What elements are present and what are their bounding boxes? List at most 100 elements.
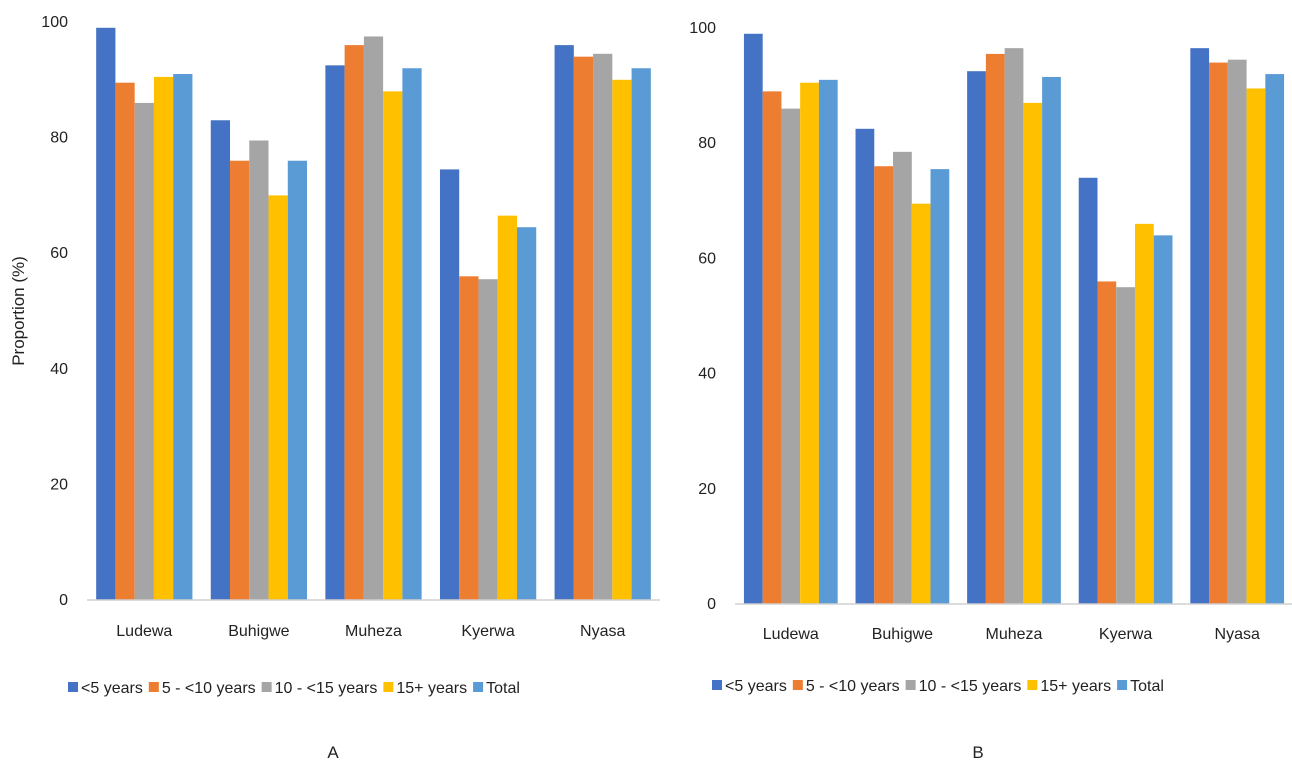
bar-nyasa-series-2	[1209, 62, 1228, 605]
category-label: Buhigwe	[228, 623, 289, 640]
bar-ludewa-series-3	[134, 102, 154, 601]
category-label: Nyasa	[580, 623, 625, 640]
category-label: Kyerwa	[461, 623, 514, 640]
bar-ludewa-series-4	[153, 76, 174, 600]
category-label: Kyerwa	[1099, 626, 1152, 643]
y-tick-label: 60	[50, 245, 68, 262]
category-label: Ludewa	[763, 626, 819, 643]
bar-buhigwe-series-4	[268, 195, 288, 600]
bar-muheza-series-5	[1042, 76, 1061, 604]
bar-buhigwe-series-3	[893, 151, 912, 604]
bar-buhigwe-series-1	[855, 128, 875, 605]
category-label: Nyasa	[1215, 626, 1260, 643]
bar-nyasa-series-2	[573, 56, 594, 601]
bar-muheza-series-2	[344, 45, 364, 601]
bar-nyasa-series-5	[1265, 74, 1285, 604]
legend-swatch	[1117, 680, 1128, 690]
legend-label: 15+ years	[396, 680, 467, 697]
y-tick-label: 40	[50, 361, 68, 378]
y-tick-label: 100	[41, 14, 68, 31]
bar-nyasa-series-5	[631, 68, 651, 601]
bar-nyasa-series-4	[612, 79, 632, 601]
legend-swatch	[792, 680, 803, 690]
bar-kyerwa-series-1	[439, 169, 460, 600]
bar-kyerwa-series-4	[1134, 223, 1154, 604]
legend: <5 years 5 - <10 years 10 - <15 years 15+ y…	[68, 680, 520, 697]
bar-muheza-series-3	[1004, 48, 1024, 605]
bar-buhigwe-series-4	[911, 203, 931, 604]
chart-panel-b: 0 20 40 60 80 100 Ludewa Buhigwe Muheza Kyerwa Nya…	[689, 20, 1292, 762]
panel-label: A	[327, 743, 339, 762]
bar-kyerwa-series-2	[459, 276, 479, 600]
bar-kyerwa-series-3	[478, 279, 498, 600]
bar-ludewa-series-2	[115, 82, 135, 600]
y-tick-label: 0	[59, 592, 68, 609]
legend-swatch	[1027, 680, 1038, 690]
bar-ludewa-series-4	[800, 82, 819, 605]
chart-panel-a: 0 20 40 60 80 100 Ludewa Buhigwe Muheza Kyerwa Nya…	[9, 14, 660, 762]
bar-nyasa-series-3	[1227, 59, 1247, 605]
legend-label: 10 - <15 years	[275, 680, 378, 697]
y-tick-label: 80	[50, 130, 68, 147]
bar-muheza-series-3	[363, 36, 384, 600]
bar-muheza-series-1	[967, 71, 986, 604]
legend-swatch	[712, 680, 722, 690]
legend-label: 15+ years	[1040, 678, 1111, 695]
bar-kyerwa-series-5	[516, 227, 537, 600]
legend-label: <5 years	[725, 678, 787, 695]
category-label: Muheza	[986, 626, 1043, 643]
category-label: Ludewa	[116, 623, 172, 640]
bar-kyerwa-series-5	[1153, 235, 1173, 605]
bar-nyasa-series-1	[554, 45, 574, 601]
bar-buhigwe-series-2	[230, 160, 250, 600]
category-label: Muheza	[345, 623, 402, 640]
category-label: Buhigwe	[872, 626, 933, 643]
bar-ludewa-series-1	[96, 27, 116, 600]
bar-kyerwa-series-1	[1078, 177, 1098, 604]
legend-swatch	[68, 682, 78, 692]
y-tick-label: 80	[698, 135, 716, 152]
panel-label: B	[972, 743, 983, 762]
bar-kyerwa-series-4	[497, 215, 517, 600]
bar-ludewa-series-3	[781, 108, 801, 604]
bar-kyerwa-series-2	[1097, 281, 1117, 604]
y-tick-label: 20	[50, 476, 68, 493]
y-tick-label: 0	[707, 596, 716, 613]
legend: <5 years 5 - <10 years 10 - <15 years 15+ y…	[712, 678, 1164, 695]
legend-label: Total	[1130, 678, 1164, 695]
bar-buhigwe-series-1	[210, 120, 231, 600]
legend-label: <5 years	[81, 680, 143, 697]
legend-label: 5 - <10 years	[162, 680, 256, 697]
y-tick-label: 60	[698, 250, 716, 267]
bar-muheza-series-4	[383, 91, 403, 601]
bar-buhigwe-series-2	[874, 166, 894, 605]
bar-muheza-series-1	[325, 65, 345, 601]
bar-muheza-series-4	[1023, 102, 1043, 604]
bar-buhigwe-series-3	[249, 140, 269, 601]
bar-buhigwe-series-5	[287, 160, 308, 600]
y-tick-label: 40	[698, 366, 716, 383]
bar-buhigwe-series-5	[930, 169, 950, 604]
legend-label: 10 - <15 years	[919, 678, 1022, 695]
y-tick-label: 100	[689, 20, 716, 37]
legend-swatch	[148, 682, 159, 692]
bar-muheza-series-2	[985, 53, 1005, 605]
bar-nyasa-series-4	[1246, 88, 1266, 605]
bar-ludewa-series-5	[173, 74, 193, 600]
bar-ludewa-series-5	[818, 79, 838, 605]
legend-label: 5 - <10 years	[806, 678, 900, 695]
bar-kyerwa-series-3	[1116, 287, 1135, 604]
legend-label: Total	[486, 680, 520, 697]
y-tick-label: 20	[698, 481, 716, 498]
bar-muheza-series-5	[402, 68, 422, 601]
bar-ludewa-series-1	[743, 33, 763, 604]
bar-nyasa-series-3	[593, 53, 613, 601]
y-axis-label: Proportion (%)	[9, 256, 28, 366]
bar-ludewa-series-2	[762, 91, 782, 605]
legend-swatch	[473, 682, 484, 692]
legend-swatch	[905, 680, 916, 690]
legend-swatch	[261, 682, 272, 692]
legend-swatch	[383, 682, 394, 692]
bar-nyasa-series-1	[1190, 48, 1210, 605]
